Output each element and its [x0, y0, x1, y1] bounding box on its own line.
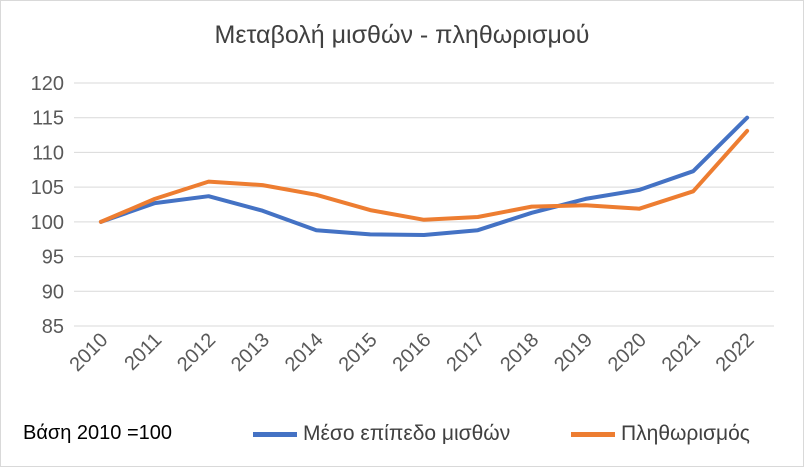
x-tick-label: 2014 — [281, 329, 328, 376]
legend-item-wages: Μέσο επίπεδο μισθών — [253, 422, 510, 446]
x-tick-label: 2022 — [712, 329, 759, 376]
series-line-inflation — [98, 128, 750, 224]
x-tick-label: 2011 — [120, 329, 166, 375]
base-note: Βάση 2010 =100 — [23, 422, 173, 444]
y-tick-label: 90 — [42, 281, 64, 303]
x-tick-label: 2020 — [604, 329, 651, 376]
y-tick-label: 100 — [31, 212, 64, 234]
x-tick-label: 2015 — [335, 329, 382, 376]
x-tick-label: 2012 — [173, 329, 220, 376]
legend-label-wages: Μέσο επίπεδο μισθών — [303, 422, 511, 445]
legend-swatch-inflation — [571, 431, 615, 437]
y-tick-label: 120 — [31, 73, 64, 95]
x-tick-label: 2021 — [658, 329, 705, 376]
x-tick-label: 2018 — [496, 329, 543, 376]
chart-title: Μεταβολή μισθών - πληθωρισμού — [214, 21, 590, 49]
legend-label-inflation: Πληθωρισμός — [621, 422, 750, 445]
x-tick-label: 2019 — [550, 329, 597, 376]
y-tick-label: 110 — [32, 142, 64, 164]
legend-swatch-wages — [253, 431, 297, 437]
x-tick-label: 2017 — [442, 329, 489, 376]
x-tick-label: 2010 — [65, 329, 112, 376]
x-tick-label: 2013 — [227, 329, 274, 376]
y-tick-label: 85 — [42, 316, 64, 338]
y-tick-label: 115 — [32, 108, 64, 130]
legend-item-inflation: Πληθωρισμός — [571, 422, 750, 446]
y-tick-label: 95 — [42, 247, 64, 269]
y-tick-label: 105 — [31, 177, 64, 199]
series-line-wages — [98, 115, 750, 237]
x-tick-label: 2016 — [389, 329, 436, 376]
